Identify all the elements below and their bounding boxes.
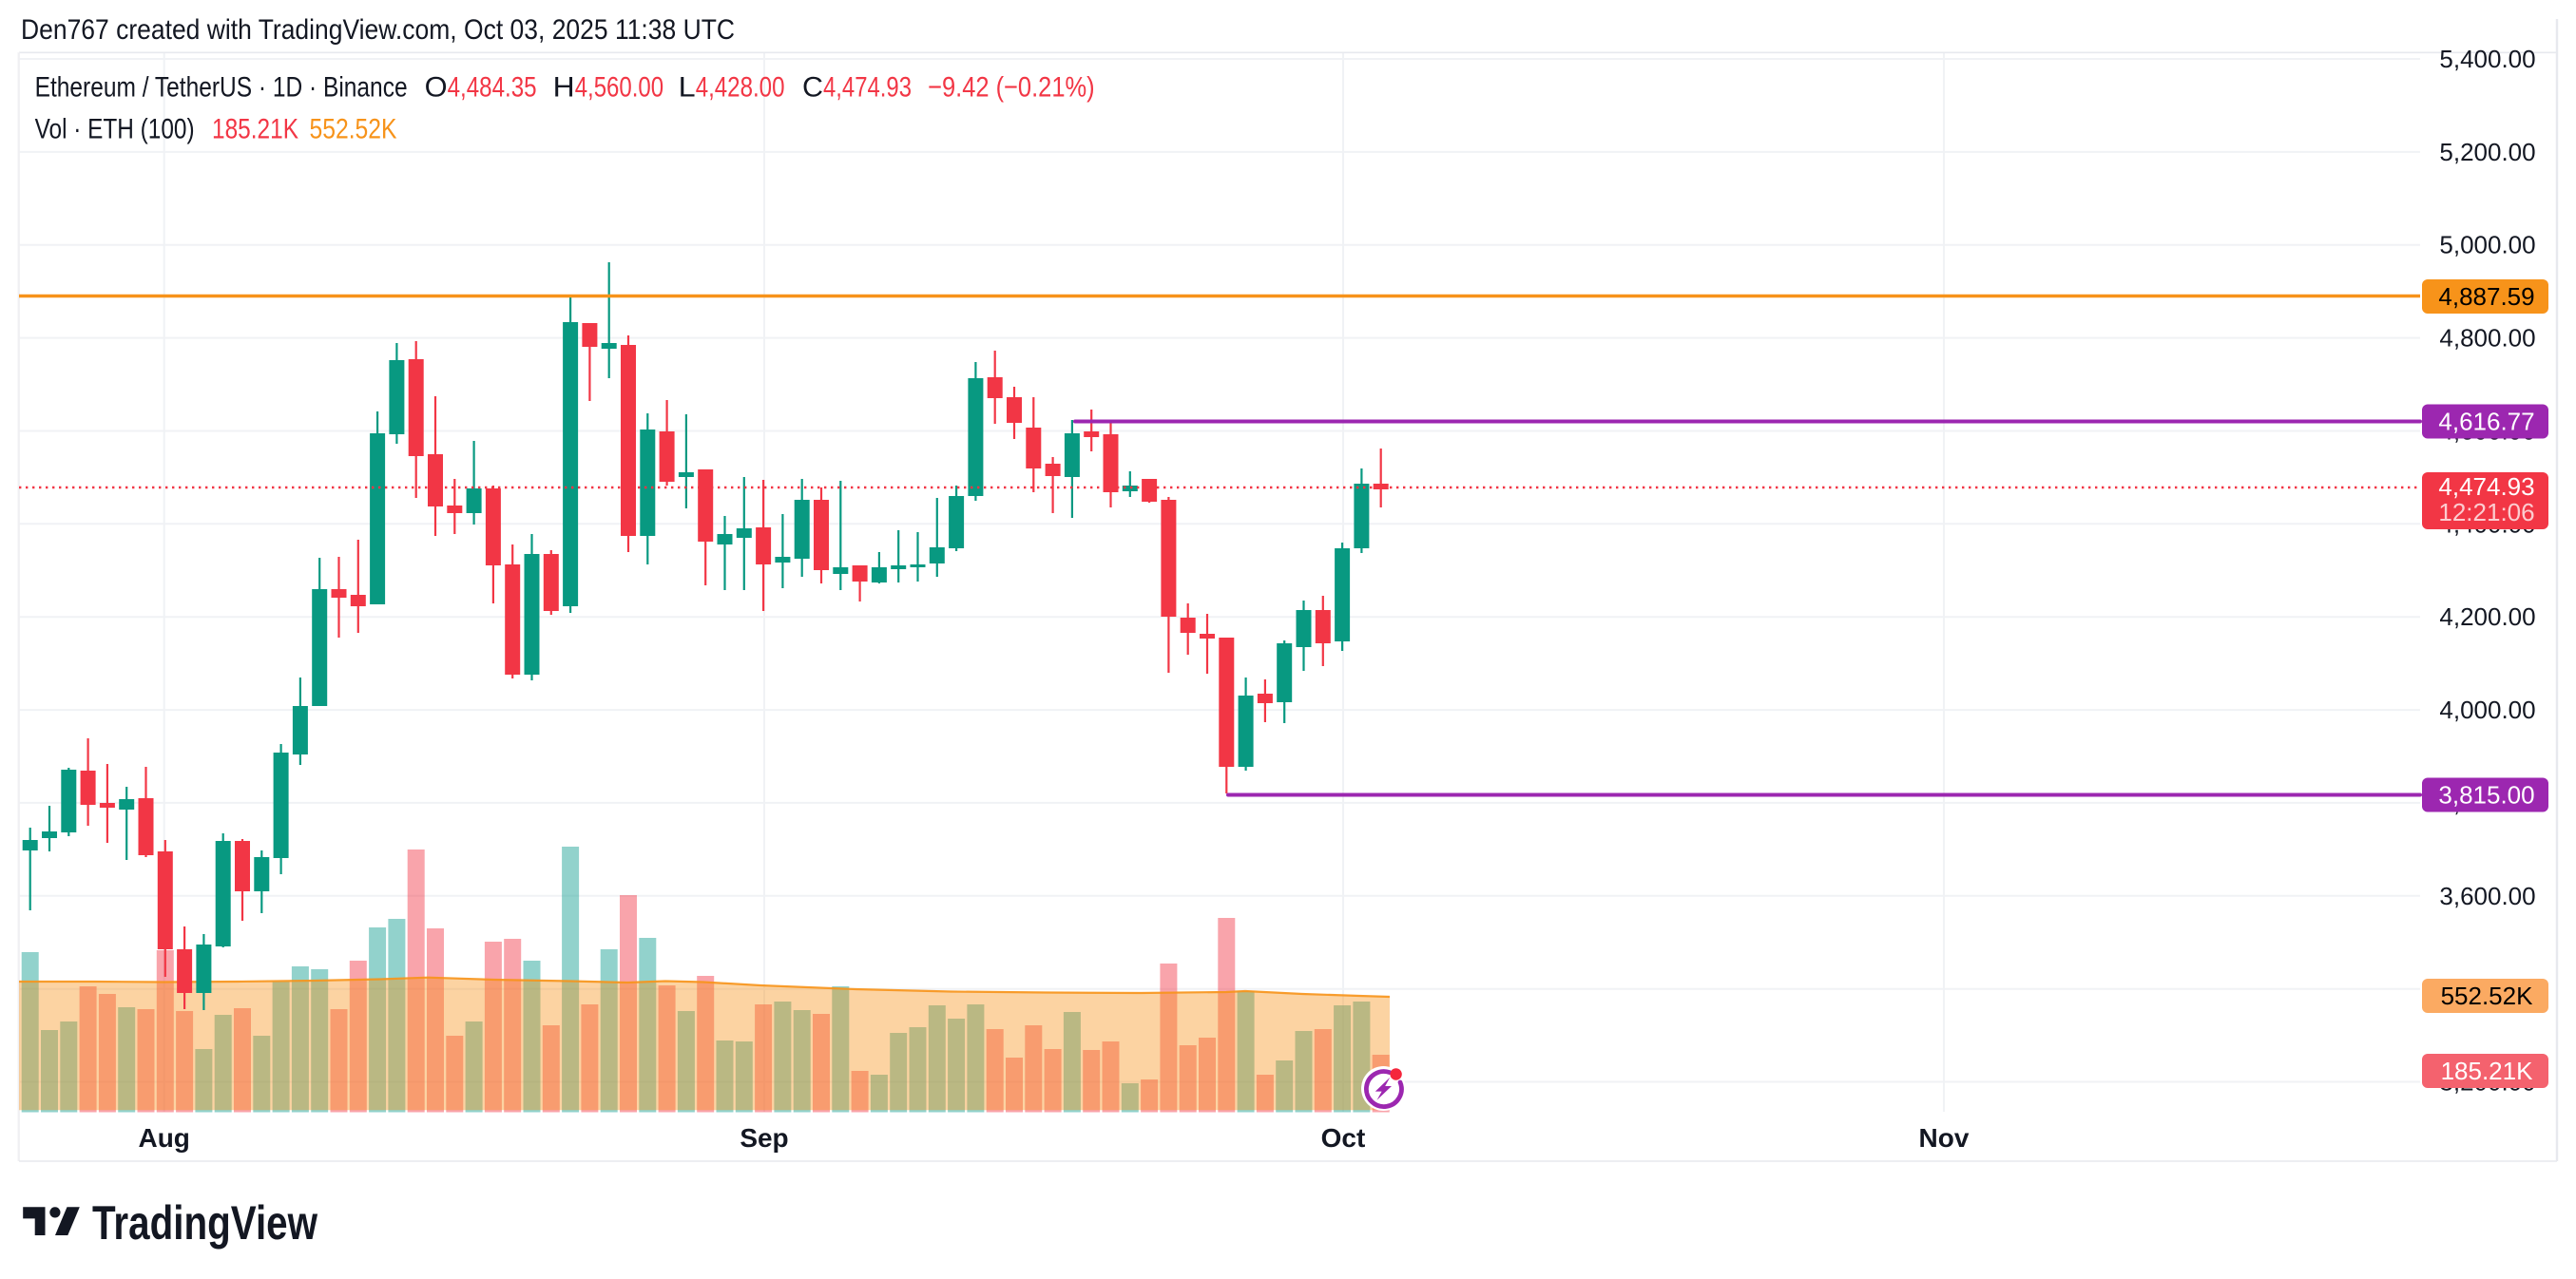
svg-text:3,815.00: 3,815.00: [2438, 781, 2534, 810]
svg-text:Nov: Nov: [1919, 1123, 1970, 1153]
svg-text:TradingView: TradingView: [92, 1196, 317, 1250]
svg-text:5,200.00: 5,200.00: [2439, 138, 2535, 166]
svg-text:5,000.00: 5,000.00: [2439, 231, 2535, 259]
svg-text:552.52K: 552.52K: [310, 114, 397, 145]
svg-text:O: O: [425, 71, 448, 103]
svg-text:Ethereum / TetherUS · 1D · Bin: Ethereum / TetherUS · 1D · Binance: [35, 71, 408, 103]
svg-text:L: L: [679, 71, 696, 103]
svg-text:Oct: Oct: [1321, 1123, 1366, 1153]
svg-text:4,428.00: 4,428.00: [696, 71, 785, 103]
svg-text:4,616.77: 4,616.77: [2438, 408, 2534, 436]
svg-text:4,200.00: 4,200.00: [2439, 602, 2535, 631]
svg-text:4,000.00: 4,000.00: [2439, 696, 2535, 724]
svg-text:4,560.00: 4,560.00: [575, 71, 663, 103]
svg-text:Aug: Aug: [138, 1123, 189, 1153]
svg-text:H: H: [553, 71, 575, 103]
svg-text:12:21:06: 12:21:06: [2438, 498, 2534, 526]
svg-text:4,887.59: 4,887.59: [2438, 282, 2534, 311]
svg-text:4,474.93: 4,474.93: [823, 71, 912, 103]
svg-text:Sep: Sep: [740, 1123, 788, 1153]
svg-text:−9.42 (−0.21%): −9.42 (−0.21%): [928, 71, 1095, 103]
svg-text:4,800.00: 4,800.00: [2439, 324, 2535, 353]
svg-text:Vol · ETH (100): Vol · ETH (100): [35, 114, 195, 145]
svg-text:552.52K: 552.52K: [2441, 982, 2534, 1010]
svg-text:185.21K: 185.21K: [2441, 1057, 2534, 1085]
svg-text:5,400.00: 5,400.00: [2439, 45, 2535, 73]
svg-text:4,484.35: 4,484.35: [448, 71, 537, 103]
svg-text:185.21K: 185.21K: [212, 114, 298, 145]
svg-text:3,600.00: 3,600.00: [2439, 882, 2535, 910]
svg-text:4,474.93: 4,474.93: [2438, 472, 2534, 501]
svg-text:C: C: [802, 71, 823, 103]
svg-text:Den767 created with TradingVie: Den767 created with TradingView.com, Oct…: [21, 14, 735, 46]
